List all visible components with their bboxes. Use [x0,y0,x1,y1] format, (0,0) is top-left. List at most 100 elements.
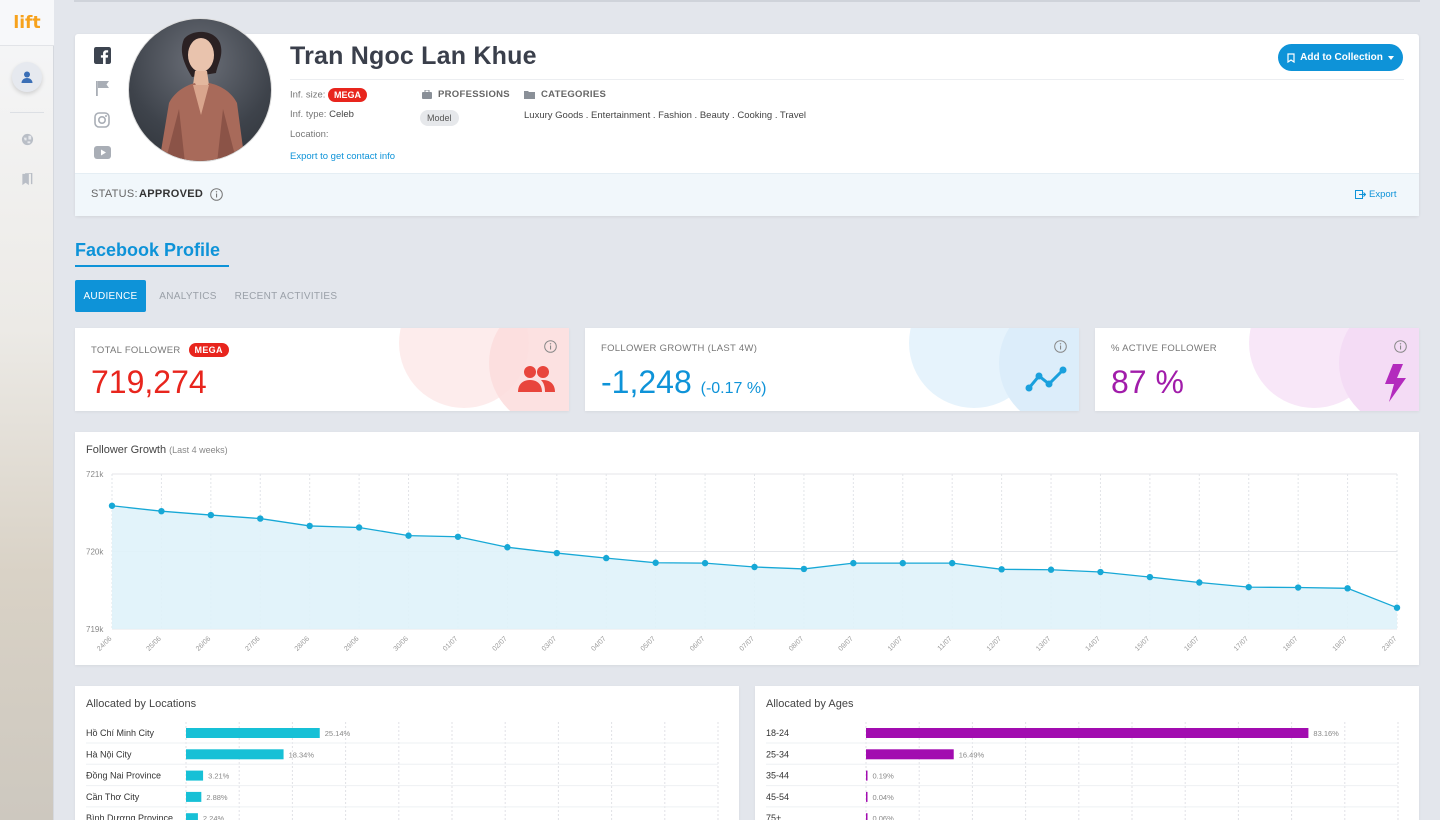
data-point [1047,566,1055,573]
facebook-icon [93,46,111,64]
chart-title: Follower Growth (Last 4 weeks) [86,444,228,456]
folder-icon [524,91,535,99]
x-tick-label: 12/07 [986,635,1003,652]
category-label: 75+ [766,813,781,820]
profile-card: Tran Ngoc Lan Khue Add to Collection Inf… [75,18,1419,216]
x-tick-label: 24/06 [96,635,113,652]
profession-tag: Model [420,110,459,126]
data-point [454,533,462,540]
data-point [998,566,1005,573]
ages-title: Allocated by Ages [766,698,854,710]
locations-card: Allocated by Locations Hồ Chí Minh City 2… [75,686,739,820]
sidebar: lift [0,0,54,820]
status-bar: STATUS: APPROVED Export [75,173,1419,216]
export-contact-link[interactable]: Export to get contact info [290,151,396,162]
section-title-underline [75,265,229,267]
globe-icon [21,133,33,145]
data-point [1294,584,1302,591]
youtube-link[interactable] [93,143,111,161]
x-tick-label: 23/07 [1381,635,1398,652]
follower-growth-info[interactable] [1054,340,1067,358]
x-tick-label: 11/07 [937,635,954,652]
total-follower-card: TOTAL FOLLOWER MEGA 719,274 [75,328,569,411]
x-tick-label: 25/06 [145,635,162,652]
x-tick-label: 16/07 [1183,635,1200,652]
data-point [603,554,610,562]
bar-value-label: 18.34% [289,750,315,759]
category-label: Hà Nội City [86,749,132,759]
active-follower-info[interactable] [1394,340,1407,358]
active-follower-value: 87 % [1111,364,1184,400]
bar [866,770,868,781]
location-label: Location: [290,129,329,140]
x-tick-label: 19/07 [1332,635,1349,652]
bar [866,813,868,820]
status-value: APPROVED [139,188,204,200]
bar [186,813,198,820]
data-point [899,559,906,567]
category-label: 35-44 [766,771,789,781]
facebook-link[interactable] [93,46,111,64]
data-point [355,524,363,531]
x-tick-label: 10/07 [887,635,904,652]
bookmark-icon [22,172,33,185]
data-point [158,508,165,515]
profile-name: Tran Ngoc Lan Khue [290,42,537,70]
sidebar-divider [10,112,44,113]
sidebar-item-discover[interactable] [19,131,35,147]
sidebar-item-collections[interactable] [19,171,35,187]
x-tick-label: 13/07 [1035,635,1052,652]
add-to-collection-label: Add to Collection [1300,52,1383,63]
status-info-button[interactable] [210,188,223,206]
data-point [108,502,116,509]
inf-type-value: Celeb [329,109,354,120]
data-point [405,532,412,539]
tab-analytics[interactable]: ANALYTICS [159,290,217,302]
trend-line-icon [1025,364,1067,399]
data-point [1344,585,1351,592]
export-button[interactable]: Export [1355,189,1396,200]
total-follower-label: TOTAL FOLLOWER [91,344,181,356]
bar-value-label: 2.24% [203,814,225,820]
app-logo[interactable]: lift [0,0,54,46]
sidebar-profile-button[interactable] [12,62,42,92]
bar-value-label: 3.21% [208,772,230,781]
data-point [948,559,956,567]
bar [866,728,1309,738]
follower-growth-card: FOLLOWER GROWTH (LAST 4W) -1,248 (-0.17 … [585,328,1079,411]
data-point [553,549,561,557]
total-follower-badge: MEGA [188,343,229,357]
instagram-link[interactable] [93,111,111,129]
follower-growth-value-row: -1,248 (-0.17 %) [601,364,766,401]
inf-size-row: Inf. size: MEGA [290,88,368,102]
locations-title: Allocated by Locations [86,698,197,710]
add-to-collection-button[interactable]: Add to Collection [1278,44,1403,71]
info-icon [1054,340,1067,353]
user-icon [21,71,33,83]
total-follower-info[interactable] [544,340,557,358]
bar-value-label: 0.06% [873,814,895,820]
tab-audience[interactable]: AUDIENCE [75,280,146,312]
follower-growth-chart-card: Follower Growth (Last 4 weeks) 721k 720k 7… [75,432,1419,665]
info-icon [210,188,223,201]
bar-value-label: 2.88% [206,793,228,802]
bar [186,728,320,738]
users-icon [515,364,557,399]
data-point [1196,579,1203,586]
flag-link[interactable] [93,79,111,97]
categories-list: Luxury Goods . Entertainment . Fashion .… [524,110,806,121]
chart-subtitle: (Last 4 weeks) [169,445,228,455]
x-tick-label: 02/07 [491,635,508,652]
x-tick-label: 07/07 [739,635,756,652]
inf-size-badge: MEGA [328,88,368,102]
profile-avatar [128,18,272,162]
tab-recent-activities[interactable]: RECENT ACTIVITIES [234,290,338,302]
category-label: Bình Dương Province [86,813,173,820]
categories-heading: CATEGORIES [524,89,606,100]
top-divider [74,0,1420,2]
bar-value-label: 16.49% [959,750,985,759]
ages-bar-chart: 18-24 83.16% 25-34 16.49% 35-44 0.19% 45-54 0.0… [766,722,1399,820]
bar-value-label: 0.19% [873,772,895,781]
name-divider [290,79,1404,80]
